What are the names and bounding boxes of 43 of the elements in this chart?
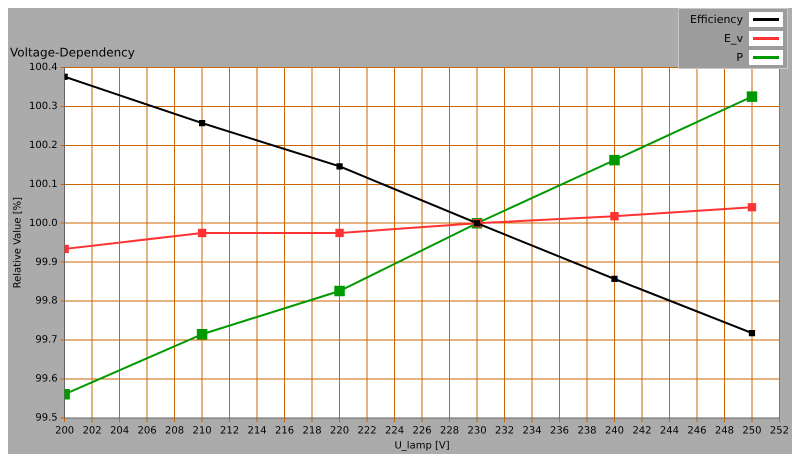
x-axis-title: U_lamp [V]	[394, 440, 450, 452]
x-tick-label: 250	[742, 426, 762, 437]
legend-label: Efficiency	[690, 13, 743, 26]
y-tick-label: 100.3	[28, 100, 58, 112]
y-tick-label: 100.0	[28, 218, 58, 229]
y-axis-title: Relative Value [%]	[12, 196, 24, 288]
x-tick-label: 206	[138, 426, 157, 437]
y-tick-label: 100.2	[28, 140, 58, 151]
x-tick-label: 246	[687, 426, 707, 437]
x-tick-label: 230	[467, 426, 487, 437]
x-tick-label: 214	[248, 426, 267, 437]
x-tick-label: 220	[330, 426, 350, 437]
x-tick-label: 208	[165, 426, 184, 437]
x-tick-label: 252	[770, 426, 790, 437]
x-tick-label: 218	[302, 426, 322, 437]
x-tick-label: 232	[494, 426, 514, 437]
y-tick-label: 100.1	[28, 178, 58, 190]
x-tick-label: 236	[550, 426, 570, 437]
x-tick-label: 204	[110, 426, 130, 437]
y-tick-label: 99.6	[35, 374, 58, 385]
y-tick-label: 99.9	[35, 256, 58, 268]
x-tick-label: 212	[220, 426, 240, 437]
x-tick-label: 224	[385, 426, 404, 437]
x-tick-label: 200	[55, 426, 74, 437]
legend-label: E_v	[724, 32, 743, 45]
y-tick-label: 99.5	[35, 412, 58, 424]
x-tick-label: 238	[577, 426, 597, 437]
x-tick-label: 228	[440, 426, 460, 437]
x-tick-label: 240	[604, 426, 624, 437]
x-tick-label: 234	[522, 426, 542, 437]
y-tick-label: 100.4	[28, 62, 58, 73]
chart-title: Voltage-Dependency	[10, 45, 135, 60]
x-tick-label: 202	[82, 426, 102, 437]
y-tick-label: 99.8	[35, 296, 58, 307]
x-tick-label: 210	[192, 426, 212, 437]
x-tick-label: 242	[632, 426, 652, 437]
x-tick-label: 248	[714, 426, 734, 437]
x-tick-label: 226	[412, 426, 432, 437]
x-tick-label: 244	[660, 426, 680, 437]
x-tick-label: 216	[275, 426, 294, 437]
x-tick-label: 222	[358, 426, 377, 437]
y-tick-label: 99.7	[35, 334, 58, 346]
legend-label: P	[736, 51, 743, 64]
